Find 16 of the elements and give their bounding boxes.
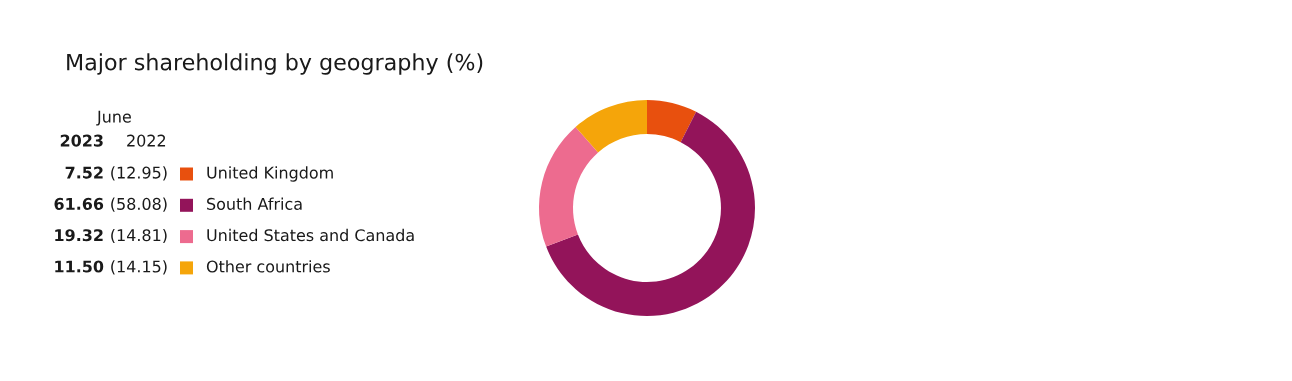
data-label: 7.52 xyxy=(65,166,103,179)
data-label: 19.32 xyxy=(55,229,103,242)
text: (14.81) xyxy=(111,228,167,244)
text: 2022 xyxy=(127,134,166,147)
text: (14.15) xyxy=(111,260,167,275)
text: June xyxy=(96,110,131,126)
legend-label: Other countries xyxy=(206,260,330,273)
text: 2023 xyxy=(60,134,103,147)
chart-title: Major shareholding by geography (%) xyxy=(67,53,483,75)
text: (58.08) xyxy=(111,197,167,212)
data-label: 61.66 xyxy=(54,197,104,210)
legend-label: South Africa xyxy=(207,197,302,210)
text: (12.95) xyxy=(111,166,167,181)
data-label: 11.50 xyxy=(55,260,104,273)
legend-label: United States and Canada xyxy=(207,228,414,242)
legend-label: United Kingdom xyxy=(207,166,333,182)
